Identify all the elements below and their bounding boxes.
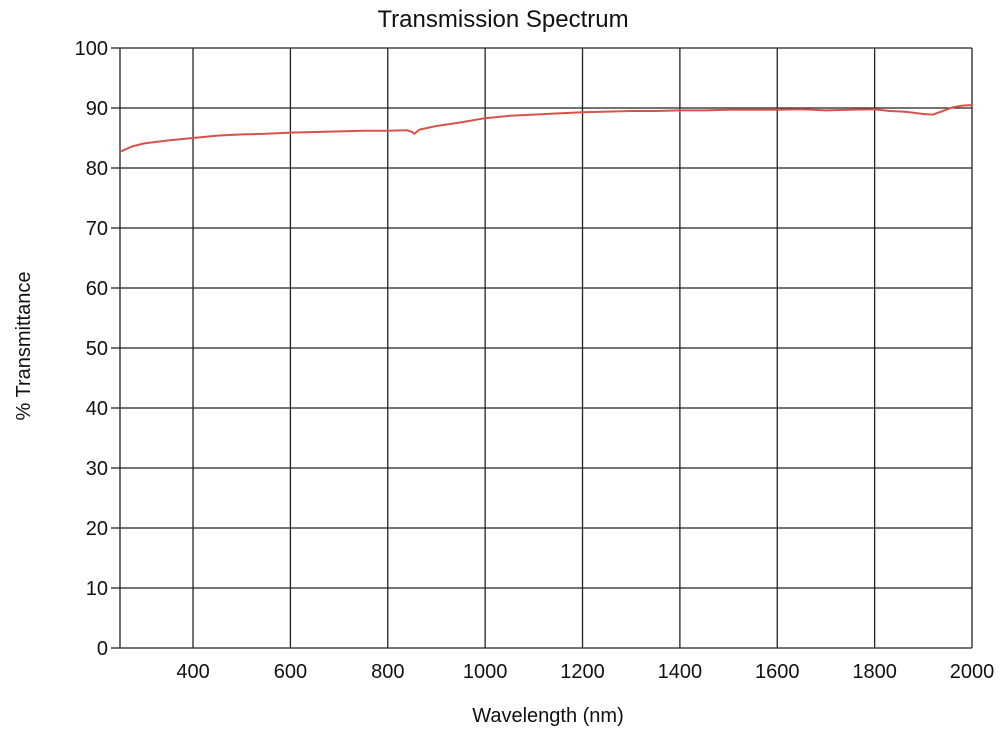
y-tick-label: 70 <box>86 218 108 240</box>
y-axis-label: % Transmittance <box>13 272 35 421</box>
y-tick-label: 10 <box>86 578 108 600</box>
chart-title: Transmission Spectrum <box>377 6 628 33</box>
y-tick-label: 90 <box>86 98 108 120</box>
x-tick-label: 1400 <box>658 661 703 683</box>
grid-lines <box>111 47 973 649</box>
series-layer <box>119 104 973 153</box>
y-tick-label: 20 <box>86 518 108 540</box>
y-tick-label: 80 <box>86 158 108 180</box>
x-tick-label: 1200 <box>560 661 605 683</box>
tick-labels: 0 10 20 30 40 50 60 70 80 90 100 400 600 800 1000 1200 1… <box>75 38 995 683</box>
y-tick-label: 0 <box>97 638 108 660</box>
y-tick-label: 100 <box>75 38 108 60</box>
x-tick-label: 1000 <box>463 661 508 683</box>
series-line <box>119 104 973 153</box>
y-tick-label: 50 <box>86 338 108 360</box>
y-tick-label: 30 <box>86 458 108 480</box>
y-tick-label: 60 <box>86 278 108 300</box>
x-tick-label: 2000 <box>950 661 995 683</box>
x-axis-label: Wavelength (nm) <box>472 705 624 727</box>
x-tick-label: 600 <box>274 661 307 683</box>
y-tick-label: 40 <box>86 398 108 420</box>
x-tick-label: 800 <box>371 661 404 683</box>
x-tick-label: 1600 <box>755 661 800 683</box>
x-tick-label: 400 <box>176 661 209 683</box>
x-tick-label: 1800 <box>852 661 897 683</box>
